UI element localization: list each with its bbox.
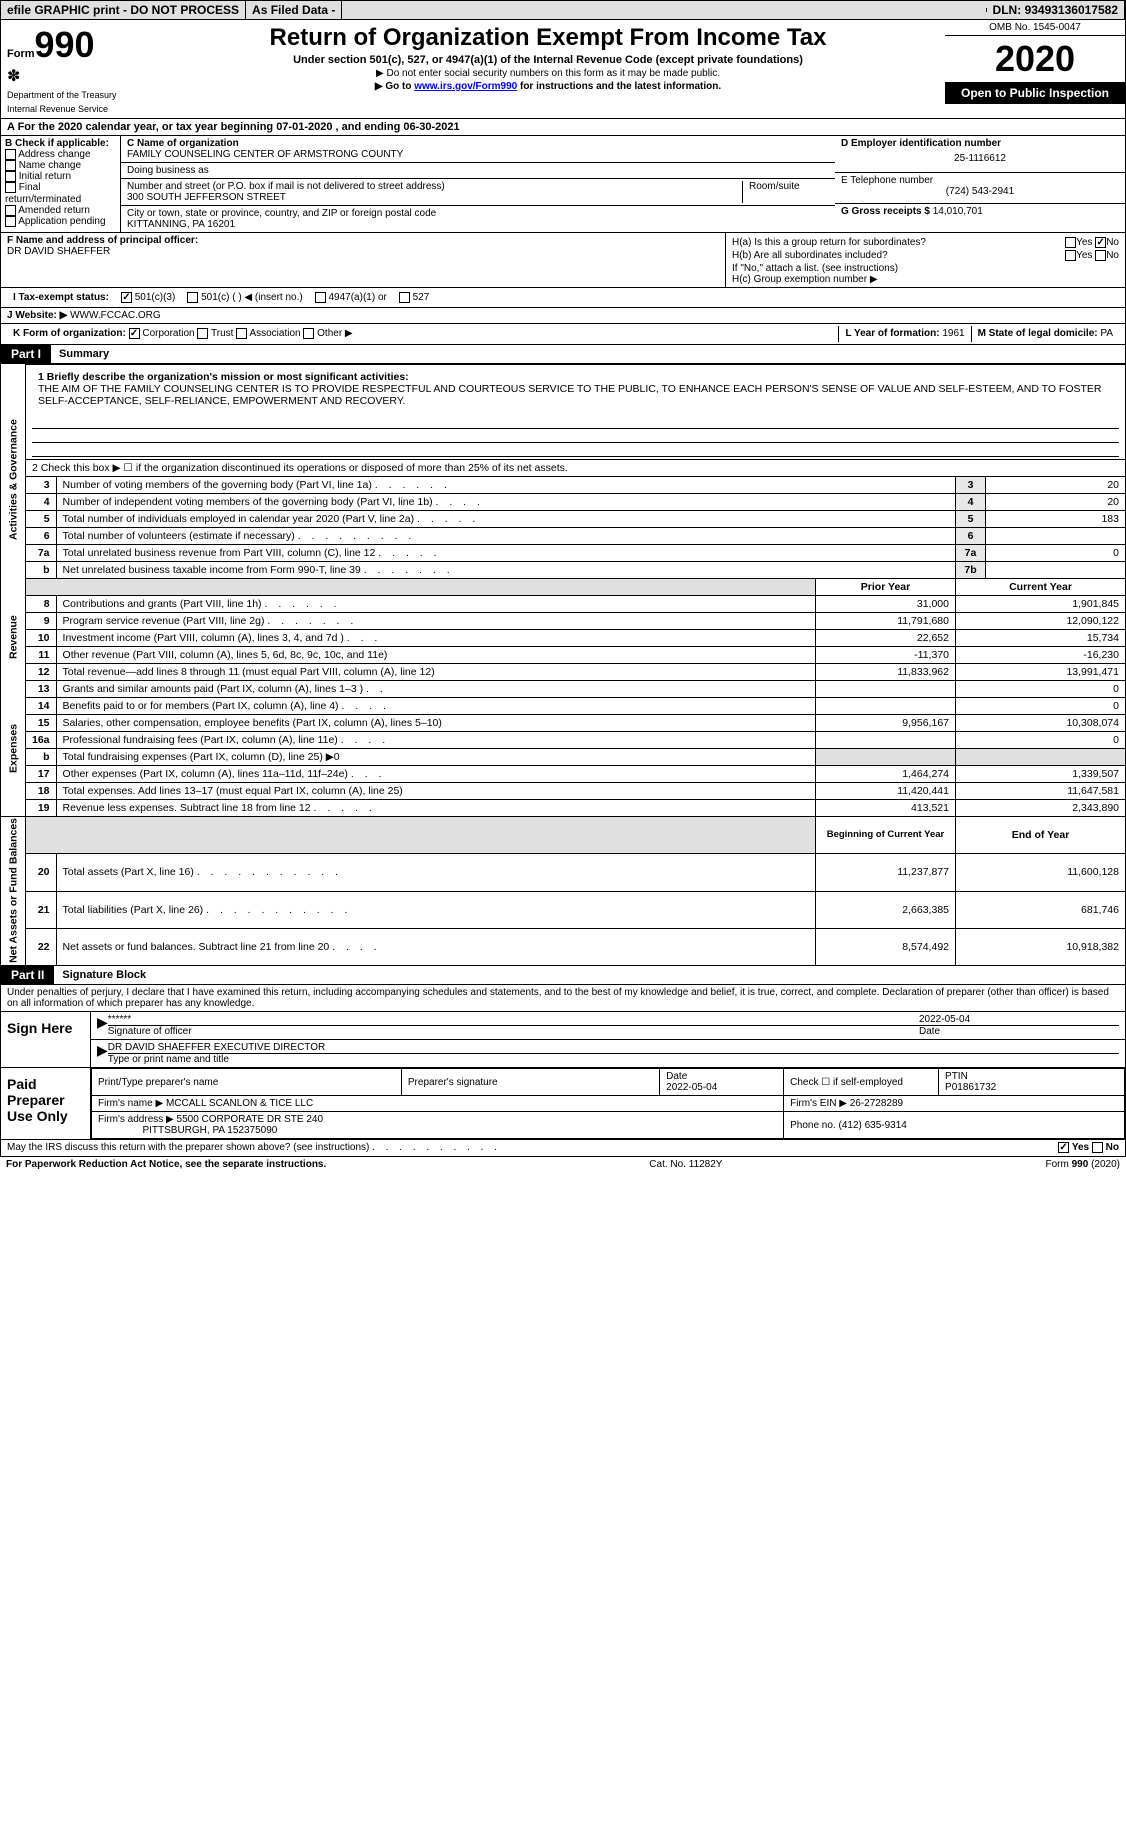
summary-table: Activities & Governance 1 Briefly descri… bbox=[0, 364, 1126, 967]
website: WWW.FCCAC.ORG bbox=[70, 310, 161, 321]
subtitle: Under section 501(c), 527, or 4947(a)(1)… bbox=[159, 54, 937, 66]
col-c: C Name of organization FAMILY COUNSELING… bbox=[121, 136, 835, 232]
section-fh: F Name and address of principal officer:… bbox=[0, 233, 1126, 288]
part2-header: Part II Signature Block bbox=[0, 966, 1126, 985]
col-h: H(a) Is this a group return for subordin… bbox=[725, 233, 1125, 287]
section-bcd: B Check if applicable: Address change Na… bbox=[0, 136, 1126, 233]
ha-yes[interactable] bbox=[1065, 237, 1076, 248]
checkbox-amended[interactable] bbox=[5, 205, 16, 216]
discuss-no[interactable] bbox=[1092, 1142, 1103, 1153]
ein: 25-1116612 bbox=[841, 149, 1119, 168]
checkbox-pending[interactable] bbox=[5, 216, 16, 227]
mission-text: THE AIM OF THE FAMILY COUNSELING CENTER … bbox=[38, 383, 1113, 407]
org-name: FAMILY COUNSELING CENTER OF ARMSTRONG CO… bbox=[127, 149, 829, 160]
efile-label: efile GRAPHIC print - DO NOT PROCESS bbox=[1, 1, 246, 19]
city: KITTANNING, PA 16201 bbox=[127, 219, 829, 230]
col-d: D Employer identification number 25-1116… bbox=[835, 136, 1125, 232]
col-f: F Name and address of principal officer:… bbox=[1, 233, 725, 287]
side-expenses: Expenses bbox=[1, 680, 26, 816]
ha-no[interactable] bbox=[1095, 237, 1106, 248]
officer-name: DR DAVID SHAEFFER bbox=[7, 246, 719, 257]
irs-label: Internal Revenue Service bbox=[7, 104, 145, 114]
preparer-table: Print/Type preparer's name Preparer's si… bbox=[91, 1068, 1125, 1139]
hb-yes[interactable] bbox=[1065, 250, 1076, 261]
col-b: B Check if applicable: Address change Na… bbox=[1, 136, 121, 232]
k-trust[interactable] bbox=[197, 328, 208, 339]
checkbox-final[interactable] bbox=[5, 182, 16, 193]
row-klm: K Form of organization: Corporation Trus… bbox=[0, 324, 1126, 344]
form-header: Form990 ✽ Department of the Treasury Int… bbox=[0, 20, 1126, 119]
street: 300 SOUTH JEFFERSON STREET bbox=[127, 192, 736, 203]
k-other[interactable] bbox=[303, 328, 314, 339]
discuss-yes[interactable] bbox=[1058, 1142, 1069, 1153]
tax-year: 2020 bbox=[945, 36, 1125, 82]
penalty-text: Under penalties of perjury, I declare th… bbox=[1, 985, 1125, 1011]
i-501c[interactable] bbox=[187, 292, 198, 303]
i-527[interactable] bbox=[399, 292, 410, 303]
irs-link[interactable]: www.irs.gov/Form990 bbox=[414, 81, 517, 92]
row-j: J Website: ▶ WWW.FCCAC.ORG bbox=[0, 308, 1126, 324]
checkbox-name[interactable] bbox=[5, 160, 16, 171]
k-corp[interactable] bbox=[129, 328, 140, 339]
paid-preparer-label: Paid Preparer Use Only bbox=[1, 1068, 91, 1139]
checkbox-initial[interactable] bbox=[5, 171, 16, 182]
i-4947[interactable] bbox=[315, 292, 326, 303]
asfiled-label: As Filed Data - bbox=[246, 1, 342, 19]
row-a-tax-year: A For the 2020 calendar year, or tax yea… bbox=[0, 119, 1126, 136]
main-title: Return of Organization Exempt From Incom… bbox=[159, 24, 937, 52]
department: Department of the Treasury bbox=[7, 90, 145, 100]
side-revenue: Revenue bbox=[1, 595, 26, 680]
gross-receipts: 14,010,701 bbox=[933, 206, 983, 217]
sign-here-label: Sign Here bbox=[1, 1012, 91, 1067]
hb-no[interactable] bbox=[1095, 250, 1106, 261]
side-netassets: Net Assets or Fund Balances bbox=[1, 816, 26, 966]
dln: DLN: 93493136017582 bbox=[987, 1, 1125, 19]
signature-block: Under penalties of perjury, I declare th… bbox=[0, 985, 1126, 1156]
arrow-icon: ▶ bbox=[97, 1042, 108, 1065]
checkbox-addr[interactable] bbox=[5, 149, 16, 160]
ssn-warning: ▶ Do not enter social security numbers o… bbox=[159, 68, 937, 79]
omb-number: OMB No. 1545-0047 bbox=[945, 20, 1125, 36]
footer: For Paperwork Reduction Act Notice, see … bbox=[0, 1157, 1126, 1172]
side-activities: Activities & Governance bbox=[1, 364, 26, 595]
goto-link: ▶ Go to www.irs.gov/Form990 for instruct… bbox=[159, 81, 937, 92]
topbar: efile GRAPHIC print - DO NOT PROCESS As … bbox=[0, 0, 1126, 20]
k-assoc[interactable] bbox=[236, 328, 247, 339]
i-501c3[interactable] bbox=[121, 292, 132, 303]
part1-header: Part I Summary bbox=[0, 345, 1126, 364]
arrow-icon: ▶ bbox=[97, 1014, 108, 1037]
phone: (724) 543-2941 bbox=[841, 186, 1119, 197]
row-i: I Tax-exempt status: 501(c)(3) 501(c) ( … bbox=[0, 288, 1126, 308]
open-inspection: Open to Public Inspection bbox=[945, 82, 1125, 104]
form-number: Form990 bbox=[7, 24, 145, 66]
